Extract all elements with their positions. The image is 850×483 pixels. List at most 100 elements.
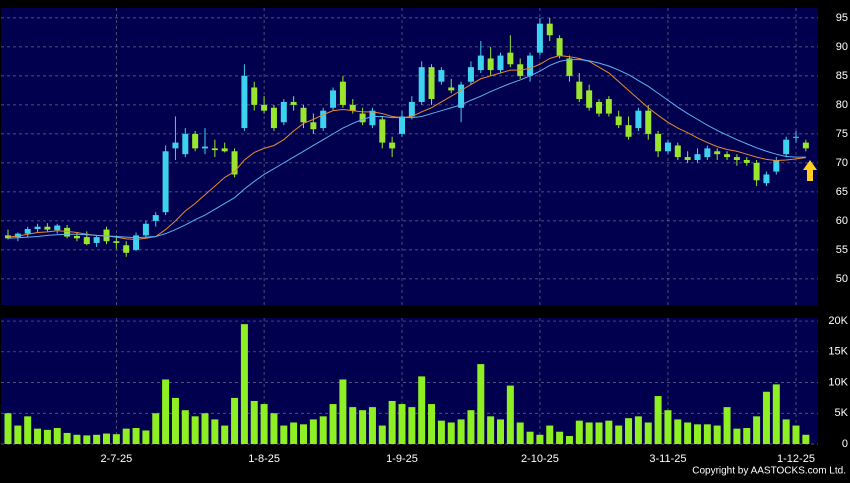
volume-bar [615, 425, 623, 444]
y-tick-label: 75 [836, 128, 848, 140]
candle-body [339, 81, 346, 105]
volume-bar [171, 397, 179, 444]
candle-body [24, 229, 31, 234]
candle-body [270, 107, 277, 129]
volume-bar [122, 428, 130, 444]
volume-bar [497, 419, 504, 444]
candle-body [566, 58, 573, 76]
y-tick-label: 60 [836, 215, 848, 227]
candle-body [536, 23, 543, 53]
candle-body [231, 151, 238, 175]
volume-bar [309, 419, 317, 444]
volume-bar [457, 419, 465, 444]
y-tick-label: 15K [828, 346, 848, 358]
candle-body [664, 142, 671, 152]
volume-bar [447, 422, 455, 444]
candle-body [615, 116, 622, 126]
volume-bar [703, 424, 711, 444]
candle-body [694, 154, 701, 160]
y-tick-label: 5K [835, 407, 849, 419]
moving-average-line [7, 55, 806, 240]
candle-body [645, 110, 652, 134]
y-tick-label: 0 [842, 438, 848, 450]
candle-body [330, 90, 337, 108]
volume-bar [319, 416, 327, 444]
candle-body [369, 110, 376, 126]
y-tick-label: 85 [836, 70, 848, 82]
candle-body [280, 101, 287, 123]
volume-bar [762, 391, 770, 444]
candle-body [438, 70, 445, 82]
volume-bar [792, 425, 800, 444]
volume-bar [162, 379, 170, 444]
volume-bar [625, 418, 633, 444]
volume-bar [437, 420, 445, 444]
y-tick-label: 90 [836, 41, 848, 53]
volume-bar [694, 424, 701, 444]
candle-body [556, 38, 563, 56]
candle-body [34, 226, 41, 230]
volume-bar [585, 422, 593, 444]
volume-bar [329, 404, 337, 444]
volume-bar [388, 400, 396, 444]
candle-body [724, 154, 731, 158]
volume-bar [378, 425, 386, 444]
volume-bar [181, 410, 189, 444]
candle-body [605, 99, 612, 114]
candle-body [320, 110, 327, 129]
candle-body [704, 148, 711, 158]
volume-bar [526, 431, 534, 444]
x-tick-label: 2-7-25 [100, 453, 132, 465]
y-tick-label: 80 [836, 99, 848, 111]
candle-body [783, 139, 790, 155]
candle-body [389, 142, 396, 149]
volume-bar [772, 384, 780, 444]
candle-body [802, 142, 809, 149]
volume-bar [733, 428, 741, 444]
volume-bar [684, 422, 692, 444]
volume-bar [565, 436, 573, 444]
volume-bar [240, 324, 248, 444]
x-tick-label: 3-11-25 [649, 453, 686, 465]
candle-body [458, 84, 465, 108]
volume-bar [53, 428, 61, 444]
volume-bar [201, 413, 209, 444]
candle-body [408, 101, 415, 117]
x-tick-label: 1-8-25 [248, 453, 280, 465]
candle-body [202, 146, 208, 149]
candle-body [162, 151, 169, 213]
candle-body [733, 157, 740, 160]
volume-bar [595, 422, 603, 444]
volume-bar [368, 407, 376, 444]
copyright: Copyright by AASTOCKS.com Ltd. [692, 466, 846, 477]
candle-body [261, 104, 268, 111]
volume-bar [83, 435, 91, 444]
volume-bar [398, 404, 406, 444]
volume-bar [713, 425, 721, 444]
candle-body [527, 55, 534, 76]
volume-bar [191, 416, 199, 444]
volume-bar [674, 419, 682, 444]
candle-body [221, 148, 228, 152]
volume-bar [24, 416, 32, 444]
candle-body [586, 90, 593, 108]
y-tick-label: 50 [836, 273, 848, 285]
candle-body [290, 101, 297, 105]
volume-bar [634, 416, 642, 444]
volume-bar [250, 400, 258, 444]
candle-body [113, 241, 120, 243]
x-tick-label: 2-10-25 [521, 453, 559, 465]
volume-bar [654, 396, 662, 444]
volume-bar [477, 364, 485, 444]
volume-bar [152, 413, 160, 444]
volume-bar [644, 422, 652, 444]
candle-body [103, 229, 110, 242]
candle-body [73, 235, 80, 239]
y-tick-label: 65 [836, 186, 848, 198]
candle-body [418, 67, 425, 102]
candle-body [133, 235, 140, 250]
y-tick-label: 95 [836, 12, 848, 24]
candle-body [379, 119, 386, 143]
volume-bar [664, 410, 672, 444]
